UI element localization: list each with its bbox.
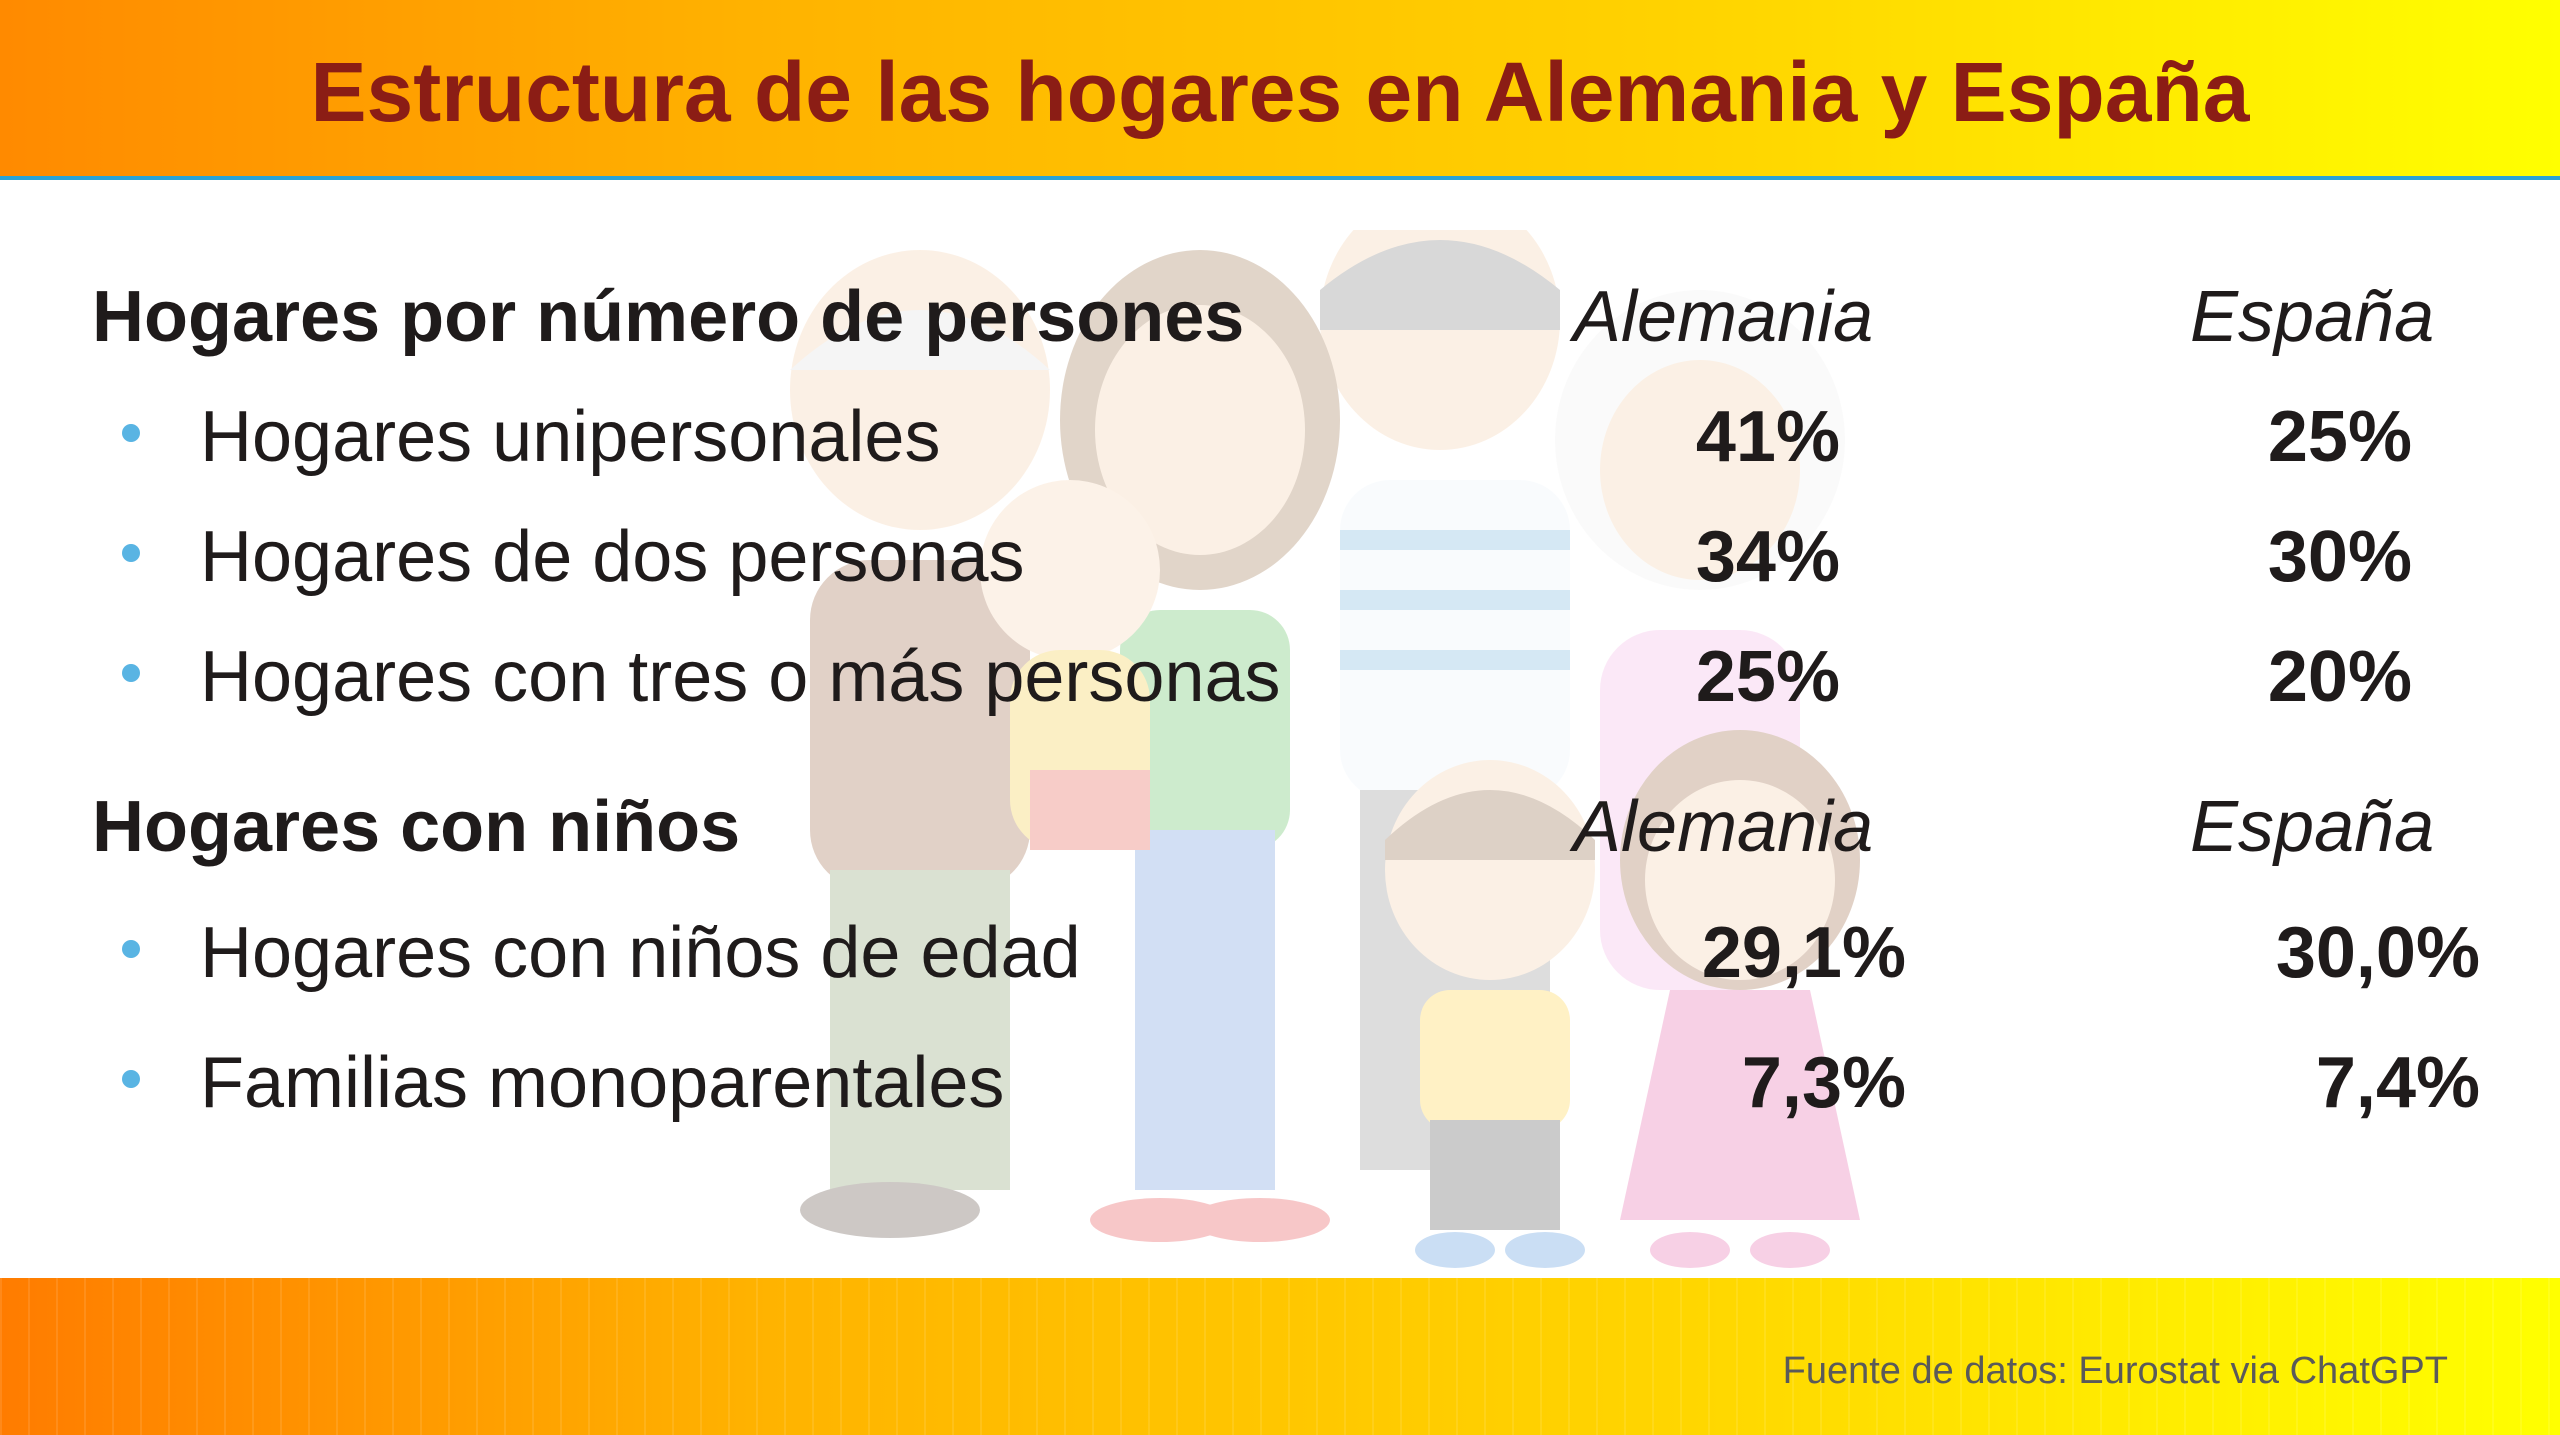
value-spain-single-person: 25% (2267, 397, 2412, 477)
baby-figure (980, 480, 1160, 850)
data-source-note: Fuente de datos: Eurostat via ChatGPT (1782, 1350, 2448, 1392)
column-header-spain: España (2190, 277, 2435, 357)
section-heading-children: Hogares con niños (92, 787, 741, 867)
slide-content (0, 184, 2560, 1278)
value-spain-two-persons: 30% (2267, 517, 2412, 597)
father-figure (1320, 230, 1570, 1170)
bullet-icon (122, 1070, 140, 1088)
footer-bar (0, 1278, 2560, 1435)
mother-figure (1060, 250, 1340, 1242)
bullet-icon (122, 424, 140, 442)
row-label-single-parent-families: Familias monoparentales (200, 1043, 1005, 1123)
bullet-icon (122, 940, 140, 958)
value-spain-three-or-more: 20% (2267, 637, 2412, 717)
value-germany-single-person: 41% (1695, 397, 1840, 477)
family-illustration (790, 230, 1860, 1268)
boy-figure (1385, 760, 1595, 1268)
section-heading-persons: Hogares por número de persones (92, 277, 1245, 357)
grandmother-figure (1555, 290, 1845, 990)
value-germany-households-with-children: 29,1% (1701, 913, 1906, 993)
row-label-single-person: Hogares unipersonales (200, 397, 941, 477)
row-label-households-with-children: Hogares con niños de edad (200, 913, 1081, 993)
value-spain-households-with-children: 30,0% (2275, 913, 2480, 993)
column-header-germany: Alemania (1573, 277, 1874, 357)
value-germany-two-persons: 34% (1695, 517, 1840, 597)
value-germany-single-parent-families: 7,3% (1741, 1043, 1906, 1123)
slide-title: Estructura de las hogares en Alemania y … (310, 45, 2250, 139)
row-label-two-persons: Hogares de dos personas (200, 517, 1025, 597)
bullet-icon (122, 544, 140, 562)
column-header-spain: España (2190, 787, 2435, 867)
column-header-germany: Alemania (1573, 787, 1874, 867)
grandfather-figure (790, 250, 1050, 1238)
value-germany-three-or-more: 25% (1695, 637, 1840, 717)
bullet-icon (122, 664, 140, 682)
title-bar: Estructura de las hogares en Alemania y … (0, 0, 2560, 180)
value-spain-single-parent-families: 7,4% (2315, 1043, 2480, 1123)
girl-figure (1620, 730, 1860, 1268)
row-label-three-or-more: Hogares con tres o más personas (200, 637, 1281, 717)
